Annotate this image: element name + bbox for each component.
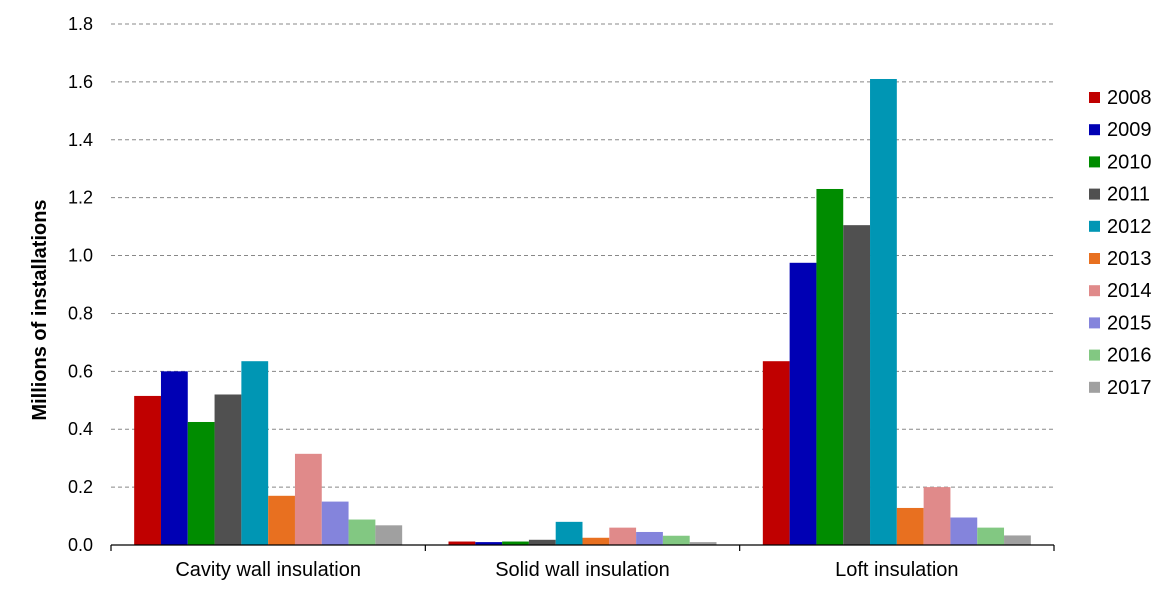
bar: [923, 487, 951, 545]
y-tick-label: 1.2: [68, 188, 93, 208]
bar: [475, 542, 503, 545]
bar: [268, 495, 295, 545]
bar: [241, 361, 269, 545]
y-tick-label: 1.8: [68, 14, 93, 34]
bar: [448, 541, 476, 545]
legend-label: 2009: [1107, 119, 1152, 141]
bar: [134, 395, 161, 545]
bar: [375, 525, 403, 545]
x-category-label: Cavity wall insulation: [175, 559, 361, 581]
legend-swatch: [1089, 285, 1100, 297]
bar: [160, 371, 188, 545]
y-tick-label: 0.4: [68, 419, 93, 439]
bar: [321, 501, 349, 545]
bar: [214, 394, 242, 545]
legend-swatch: [1089, 349, 1100, 361]
legend-swatch: [1089, 124, 1100, 136]
legend-swatch: [1089, 381, 1100, 393]
y-tick-label: 1.0: [68, 246, 93, 266]
bar: [582, 537, 610, 545]
bar: [1004, 535, 1031, 545]
y-tick-label: 1.4: [68, 130, 93, 150]
bar: [689, 542, 717, 545]
legend-label: 2014: [1107, 280, 1152, 302]
bar: [662, 535, 690, 545]
bar: [609, 527, 637, 545]
bar: [789, 262, 817, 545]
y-tick-label: 0.2: [68, 477, 93, 497]
legend-swatch: [1089, 220, 1100, 232]
bar: [950, 517, 978, 545]
legend-label: 2017: [1107, 377, 1152, 399]
bar: [636, 531, 663, 545]
legend-swatch: [1089, 92, 1100, 103]
y-tick-label: 1.6: [68, 72, 93, 92]
bar: [870, 78, 897, 545]
bar: [816, 188, 844, 545]
bar: [762, 361, 790, 545]
bar: [348, 519, 376, 545]
bar: [977, 527, 1005, 545]
y-axis-ticks: 0.0 0.2 0.4 0.6 0.8 1.0 1.2 1.4 1.6 1.8: [68, 14, 93, 555]
bar: [555, 521, 583, 545]
y-tick-label: 0.0: [68, 535, 93, 555]
y-tick-label: 0.6: [68, 361, 93, 381]
legend-label: 2016: [1107, 345, 1152, 367]
legend-label: 2013: [1107, 248, 1152, 270]
bar: [294, 453, 322, 545]
legend-swatch: [1089, 317, 1100, 329]
y-axis-title: Millions of installations: [29, 199, 51, 420]
x-axis: Cavity wall insulation Solid wall insulat…: [110, 544, 1055, 581]
legend-swatch: [1089, 253, 1100, 264]
legend-swatch: [1089, 156, 1100, 168]
legend-label: 2015: [1107, 312, 1152, 334]
legend-label: 2010: [1107, 151, 1152, 173]
legend-label: 2012: [1107, 216, 1152, 238]
legend: 2008 2009 2010 2011 2012 2013 2014 2015 2016 2017: [1089, 87, 1152, 399]
bars: [134, 78, 1031, 546]
bar: [187, 421, 215, 545]
legend-label: 2011: [1107, 184, 1150, 206]
x-category-label: Loft insulation: [835, 559, 958, 581]
bar: [528, 539, 556, 545]
bar: [843, 225, 871, 546]
bar: [896, 507, 924, 545]
y-tick-label: 0.8: [68, 303, 93, 323]
legend-label: 2008: [1107, 87, 1152, 109]
legend-swatch: [1089, 188, 1100, 200]
x-category-label: Solid wall insulation: [495, 559, 670, 581]
bar: [502, 541, 529, 545]
